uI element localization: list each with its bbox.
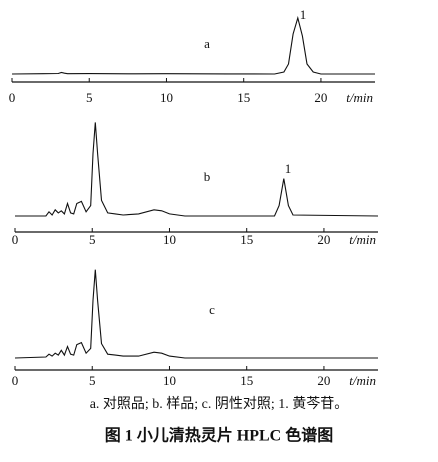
x-tick-label: 0 xyxy=(12,232,19,247)
x-tick-label: 20 xyxy=(317,232,330,247)
x-axis-label: t/min xyxy=(346,90,373,105)
x-tick-label: 20 xyxy=(314,90,327,105)
x-tick-label: 5 xyxy=(86,90,93,105)
x-tick-label: 15 xyxy=(237,90,250,105)
figure-legend: a. 对照品; b. 样品; c. 阴性对照; 1. 黄芩苷。 xyxy=(90,395,349,412)
x-tick-label: 20 xyxy=(317,373,330,388)
panel-label: b xyxy=(204,169,211,184)
x-axis-label: t/min xyxy=(349,232,376,247)
x-tick-label: 15 xyxy=(240,373,253,388)
chromatogram-trace xyxy=(11,15,375,75)
chromatogram-trace xyxy=(14,269,378,359)
chromatogram-trace xyxy=(15,122,379,217)
peak-label: 1 xyxy=(285,161,292,176)
x-tick-label: 10 xyxy=(160,90,173,105)
panel-label: c xyxy=(209,302,215,317)
x-tick-label: 15 xyxy=(240,232,253,247)
peak-label: 1 xyxy=(300,7,307,22)
figure-caption: 图 1 小儿清热灵片 HPLC 色谱图 xyxy=(105,426,333,445)
x-tick-label: 0 xyxy=(12,373,19,388)
x-tick-label: 0 xyxy=(9,90,16,105)
x-tick-label: 5 xyxy=(89,373,96,388)
x-tick-label: 10 xyxy=(163,232,176,247)
x-axis-label: t/min xyxy=(349,373,376,388)
panel-label: a xyxy=(204,36,210,51)
x-tick-label: 10 xyxy=(163,373,176,388)
x-tick-label: 5 xyxy=(89,232,96,247)
